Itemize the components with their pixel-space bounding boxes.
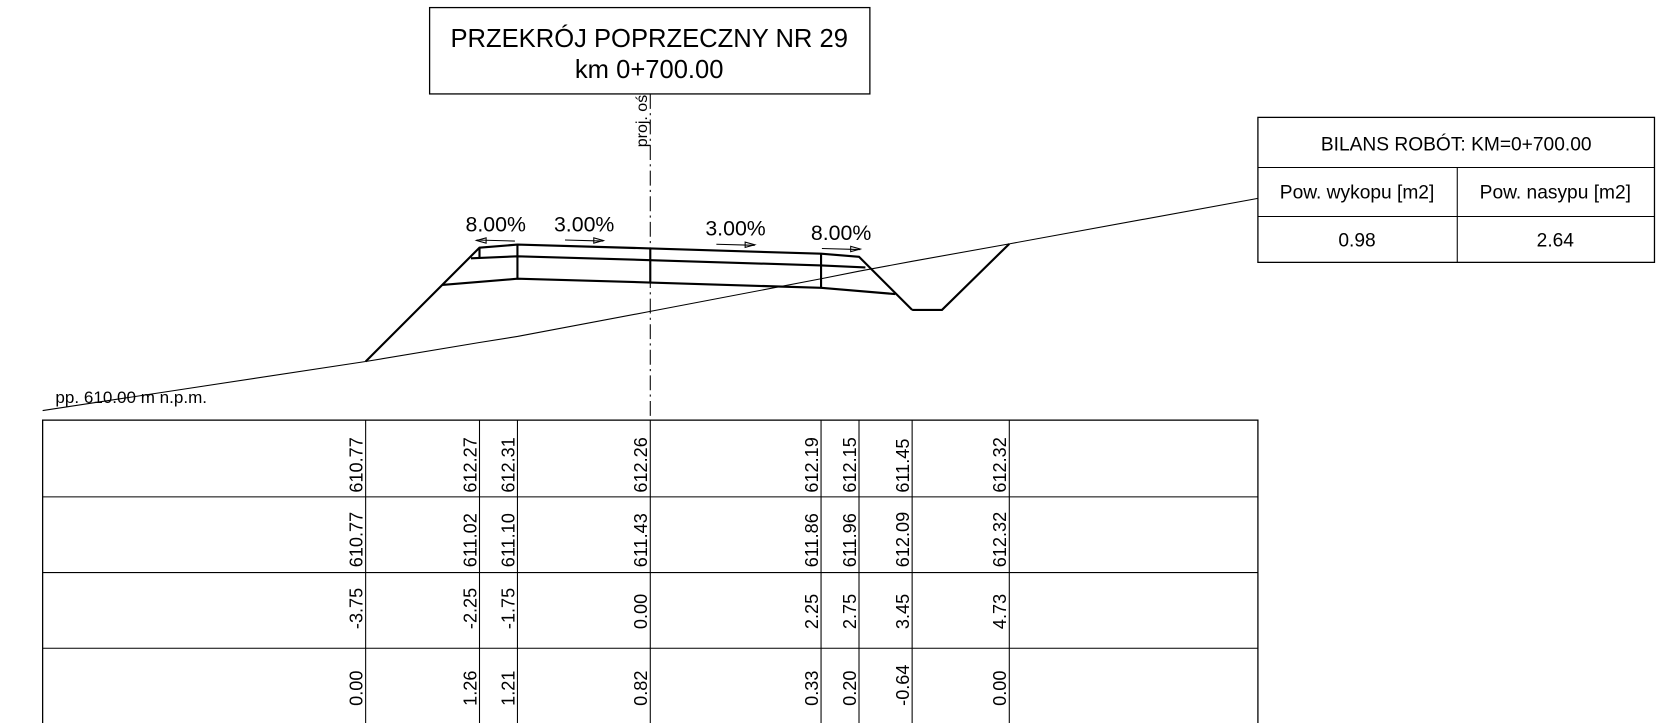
terrain-extension <box>42 360 366 412</box>
profile-value: 0.00 <box>346 671 366 706</box>
slope-arrowhead <box>850 245 863 253</box>
profile-value: 612.32 <box>990 437 1010 492</box>
profile-value: 612.31 <box>498 437 518 492</box>
title: PRZEKRÓJ POPRZECZNY NR 29 <box>450 24 848 53</box>
profile-value: 612.09 <box>893 512 913 567</box>
terrain-line <box>365 243 1010 363</box>
slope-label: 3.00% <box>554 212 614 236</box>
balance-value: 0.98 <box>1338 230 1375 251</box>
slope-label: 3.00% <box>705 217 765 241</box>
profile-value: -1.75 <box>498 588 518 629</box>
balance-value: 2.64 <box>1537 230 1575 251</box>
profile-value: 611.02 <box>460 513 480 567</box>
subtitle: km 0+700.00 <box>575 56 724 84</box>
profile-value: 0.00 <box>631 594 651 629</box>
pavement-layer <box>470 255 866 269</box>
slope-arrowhead <box>593 237 606 244</box>
profile-value: 611.86 <box>802 513 822 567</box>
slope-label: 8.00% <box>465 212 525 236</box>
slope-arrow <box>716 243 755 246</box>
profile-value: -2.25 <box>460 588 480 629</box>
profile-value: 0.33 <box>802 671 822 706</box>
profile-value: 3.45 <box>893 594 913 629</box>
slope-arrow <box>476 239 515 242</box>
profile-value: 4.73 <box>990 594 1010 629</box>
axis-label: proj. oś <box>634 95 651 147</box>
balance-table <box>1257 116 1656 263</box>
profile-value: 611.10 <box>498 513 518 567</box>
design-line <box>364 243 913 363</box>
profile-value: 612.26 <box>631 437 651 492</box>
profile-value: 612.32 <box>990 512 1010 567</box>
profile-value: 610.77 <box>346 437 366 492</box>
profile-value: 0.00 <box>990 671 1010 706</box>
profile-value: 1.21 <box>498 671 518 706</box>
terrain-extension <box>1009 197 1259 245</box>
profile-value: 0.20 <box>840 671 860 706</box>
slope-arrow <box>821 247 861 251</box>
profile-value: 612.15 <box>840 437 860 492</box>
slope-arrow <box>564 239 604 242</box>
pavement-layer <box>442 277 896 296</box>
profile-value: 611.96 <box>840 513 860 567</box>
balance-header: Pow. nasypu [m2] <box>1480 182 1631 203</box>
profile-value: 2.75 <box>840 594 860 629</box>
ditch-line <box>912 243 1011 311</box>
slope-label: 8.00% <box>811 221 871 245</box>
slope-arrowhead <box>744 241 757 249</box>
profile-value: 2.25 <box>802 594 822 629</box>
profile-value: 1.26 <box>460 671 480 706</box>
profile-value: 612.19 <box>802 437 822 492</box>
slope-arrowhead <box>474 237 487 244</box>
profile-value: -3.75 <box>346 588 366 629</box>
profile-value: 611.45 <box>893 439 913 493</box>
profile-value: 612.27 <box>460 437 480 492</box>
profile-value: 0.82 <box>631 671 651 706</box>
balance-title: BILANS ROBÓT: KM=0+700.00 <box>1321 133 1592 155</box>
profile-value: -0.64 <box>893 665 913 706</box>
balance-header: Pow. wykopu [m2] <box>1280 182 1435 203</box>
profile-value: 611.43 <box>631 513 651 567</box>
profile-value: 610.77 <box>346 512 366 567</box>
